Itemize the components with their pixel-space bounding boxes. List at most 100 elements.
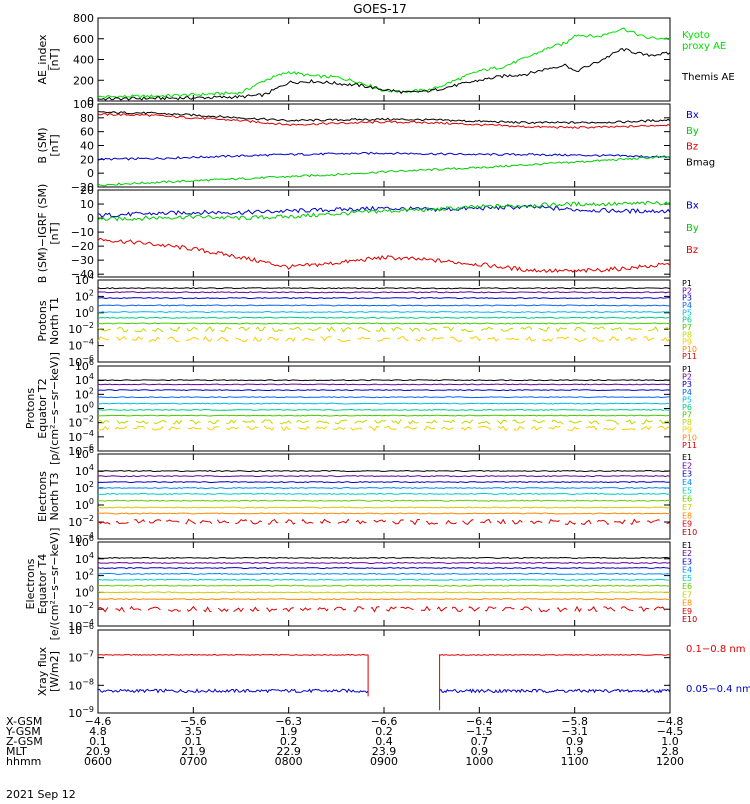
y-tick-label: 10−9 <box>68 705 94 720</box>
series-line-e1 <box>98 469 670 473</box>
y-tick-label: 400 <box>73 54 94 67</box>
x-axis-row-label: Y-GSM <box>5 725 41 738</box>
legend-label: E6 <box>682 582 692 591</box>
y-tick-label: 104 <box>75 463 94 478</box>
series-line-e7 <box>98 506 670 509</box>
y-tick-label: 102 <box>75 288 94 303</box>
legend-label: P7 <box>682 411 692 420</box>
x-tick-label: 0.2 <box>280 735 298 748</box>
legend-label: E4 <box>682 566 692 575</box>
panel-frame <box>97 453 671 540</box>
y-tick-label: 200 <box>73 74 94 87</box>
series-line-themis-ae <box>98 48 670 101</box>
legend-label: P11 <box>682 441 697 450</box>
legend-label: P7 <box>682 323 692 332</box>
series-line-p7 <box>98 322 670 325</box>
y-axis-label: [nT] <box>48 48 61 70</box>
legend-label: E10 <box>682 528 697 537</box>
panel-frame <box>97 17 671 102</box>
y-tick-label: 0 <box>87 212 94 225</box>
y-axis-label: Protons <box>24 388 37 429</box>
series-line-bz <box>98 237 670 274</box>
x-axis-row-label: hhmm <box>6 755 41 768</box>
x-tick-label: 0700 <box>179 755 207 768</box>
x-tick-label: −4.5 <box>657 725 684 738</box>
legend-label: P5 <box>682 308 692 317</box>
y-tick-label: 102 <box>75 386 94 401</box>
y-tick-label: 0 <box>87 167 94 180</box>
x-tick-label: −5.8 <box>561 715 588 728</box>
legend-label: E1 <box>682 453 692 462</box>
y-tick-label: 102 <box>75 480 94 495</box>
legend-label: E2 <box>682 549 692 558</box>
x-tick-label: 1.0 <box>661 735 679 748</box>
y-tick-label: 600 <box>73 33 94 46</box>
y-tick-label: 10−4 <box>68 338 94 353</box>
y-tick-label: 10−6 <box>68 443 94 458</box>
x-tick-label: 23.9 <box>372 745 397 758</box>
panel-frame <box>97 629 671 714</box>
legend-label: E7 <box>682 503 692 512</box>
x-tick-label: 1.9 <box>280 725 298 738</box>
legend-label: E1 <box>682 541 692 550</box>
x-axis-row-label: MLT <box>6 745 27 758</box>
x-tick-label: 0600 <box>84 755 112 768</box>
legend-label: 0.1−0.8 nm <box>686 644 745 655</box>
series-line-e5 <box>98 492 670 496</box>
legend-label: P10 <box>682 345 697 354</box>
y-tick-label: −20 <box>71 181 94 194</box>
x-tick-label: 0.4 <box>375 735 393 748</box>
y-tick-label: 20 <box>80 153 94 166</box>
y-tick-label: 104 <box>75 272 94 287</box>
y-tick-label: 10−6 <box>68 354 94 369</box>
y-tick-label: −10 <box>71 226 94 239</box>
y-tick-label: −40 <box>71 268 94 281</box>
y-tick-label: 100 <box>75 497 94 512</box>
series-line-by <box>98 155 670 187</box>
series-line-p1 <box>98 379 670 382</box>
series-line-segment <box>439 653 670 711</box>
panel-8: 10−6 10−7 10−8 10−9 Xray flux [W/m2] 0.1−0.8 n… <box>36 622 750 720</box>
x-tick-label: 21.9 <box>181 745 206 758</box>
y-axis-label: Equator T4 <box>36 554 49 614</box>
legend-label: Bmag <box>686 157 715 168</box>
series-line-bmag <box>98 111 670 125</box>
y-axis-label: Electrons <box>24 558 37 609</box>
y-tick-label: 106 <box>75 534 94 549</box>
x-tick-label: 20.9 <box>86 745 111 758</box>
x-tick-label: 0.9 <box>471 745 489 758</box>
legend-label: P2 <box>682 286 692 295</box>
series-line-e7 <box>98 591 670 594</box>
series-line-e9 <box>98 605 670 613</box>
series-line-e2 <box>98 561 670 565</box>
y-axis-label: B (SM) <box>36 127 49 163</box>
y-tick-label: 0 <box>87 95 94 108</box>
series-line-e5 <box>98 578 670 581</box>
series-line-p4 <box>98 396 670 399</box>
y-tick-label: 100 <box>73 98 94 111</box>
legend-label: E9 <box>682 607 692 616</box>
x-tick-label: 22.9 <box>276 745 301 758</box>
series-line-p6 <box>98 408 670 411</box>
legend-label: P5 <box>682 395 692 404</box>
x-tick-label: 1100 <box>561 755 589 768</box>
y-tick-label: 10−7 <box>68 650 94 665</box>
series-line-bx <box>98 151 670 161</box>
legend-label: P4 <box>682 388 692 397</box>
series-line-by <box>98 200 670 222</box>
series-line-p6 <box>98 316 670 319</box>
series-line-p9 <box>98 335 670 343</box>
x-tick-label: 2.8 <box>661 745 679 758</box>
y-axis-label: [p/(cm²−s−sr−keV)] <box>48 352 61 465</box>
legend-label: P1 <box>682 365 692 374</box>
y-tick-label: 20 <box>80 184 94 197</box>
x-tick-label: 1200 <box>656 755 684 768</box>
series-line-e8 <box>98 512 670 515</box>
